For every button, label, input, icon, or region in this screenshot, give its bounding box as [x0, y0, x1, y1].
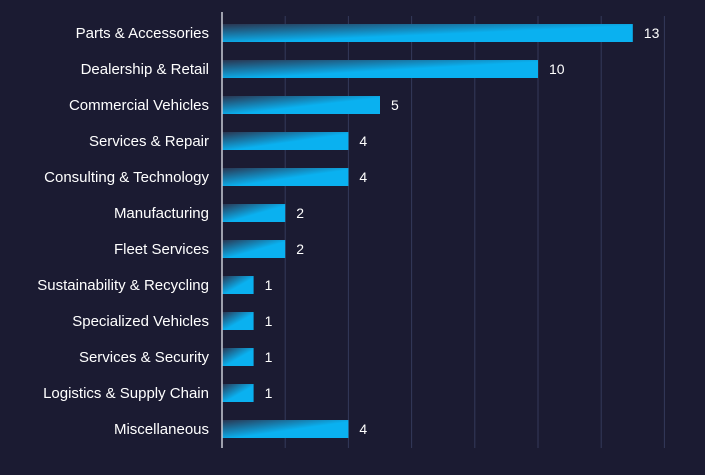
- bar: [222, 240, 286, 258]
- bar: [222, 96, 380, 114]
- bar: [222, 168, 349, 186]
- bar: [222, 24, 633, 42]
- bar: [222, 132, 349, 150]
- category-label: Commercial Vehicles: [69, 97, 209, 114]
- category-label: Logistics & Supply Chain: [43, 385, 209, 402]
- gridlines: [284, 16, 665, 448]
- category-label: Dealership & Retail: [81, 61, 209, 78]
- bar: [222, 204, 286, 222]
- category-label: Manufacturing: [114, 205, 209, 222]
- value-label: 1: [265, 349, 273, 365]
- value-label: 2: [296, 205, 304, 221]
- value-label: 13: [644, 25, 660, 41]
- value-label: 5: [391, 97, 399, 113]
- bar: [222, 348, 254, 366]
- category-label: Specialized Vehicles: [72, 313, 209, 330]
- category-label: Sustainability & Recycling: [37, 277, 209, 294]
- category-label: Parts & Accessories: [76, 25, 209, 42]
- category-label: Consulting & Technology: [44, 169, 209, 186]
- value-label: 4: [359, 421, 367, 437]
- bar: [222, 384, 254, 402]
- category-label: Fleet Services: [114, 241, 209, 258]
- value-label: 4: [359, 133, 367, 149]
- bar: [222, 420, 349, 438]
- category-label: Miscellaneous: [114, 421, 209, 438]
- value-labels: 13 10 5 4 4 2 2 1 1 1 1 4: [265, 25, 660, 437]
- value-label: 2: [296, 241, 304, 257]
- value-label: 1: [265, 277, 273, 293]
- bar: [222, 276, 254, 294]
- bars: [222, 24, 633, 438]
- value-label: 1: [265, 313, 273, 329]
- bar: [222, 312, 254, 330]
- value-label: 4: [359, 169, 367, 185]
- category-label: Services & Security: [79, 349, 210, 366]
- category-label: Services & Repair: [89, 133, 209, 150]
- category-labels: Parts & Accessories Dealership & Retail Co…: [37, 25, 209, 438]
- value-label: 10: [549, 61, 565, 77]
- value-label: 1: [265, 385, 273, 401]
- bar: [222, 60, 538, 78]
